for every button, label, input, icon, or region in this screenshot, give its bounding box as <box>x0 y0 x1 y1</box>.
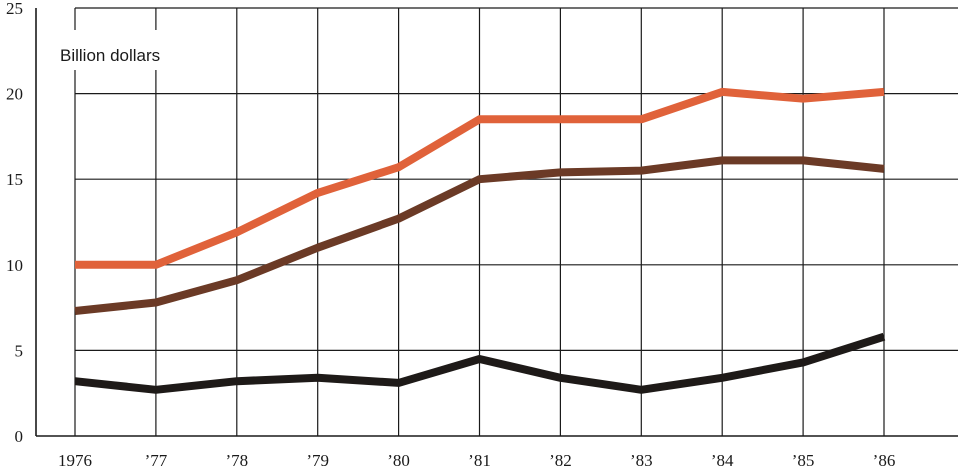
axes <box>35 8 958 437</box>
grid <box>74 7 958 436</box>
x-tick-label: ’83 <box>630 451 653 470</box>
y-tick-label: 25 <box>6 0 23 18</box>
x-tick-label: 1976 <box>58 451 92 470</box>
y-axis-unit-label: Billion dollars <box>60 46 160 65</box>
x-tick-label: ’77 <box>145 451 168 470</box>
y-tick-label: 0 <box>15 427 24 446</box>
tick-labels: 0 5 10 15 20 25 1976 ’77 ’78 ’79 ’80 ’81 ’82 ’83 ’84 ’8… <box>6 0 895 470</box>
x-tick-label: ’84 <box>711 451 734 470</box>
x-tick-label: ’82 <box>549 451 572 470</box>
x-tick-label: ’81 <box>468 451 491 470</box>
y-tick-label: 20 <box>6 85 23 104</box>
x-tick-label: ’85 <box>792 451 815 470</box>
y-tick-label: 15 <box>6 170 23 189</box>
series-lines <box>74 87 886 394</box>
y-tick-label: 5 <box>15 341 24 360</box>
series-line-3 <box>74 332 886 394</box>
x-tick-label: ’78 <box>225 451 248 470</box>
x-tick-label: ’86 <box>873 451 896 470</box>
unit-label-background <box>55 30 205 70</box>
x-tick-label: ’79 <box>306 451 329 470</box>
series-line-2 <box>74 156 885 315</box>
x-tick-label: ’80 <box>387 451 410 470</box>
series-line-1 <box>75 87 885 269</box>
y-tick-label: 10 <box>6 256 23 275</box>
